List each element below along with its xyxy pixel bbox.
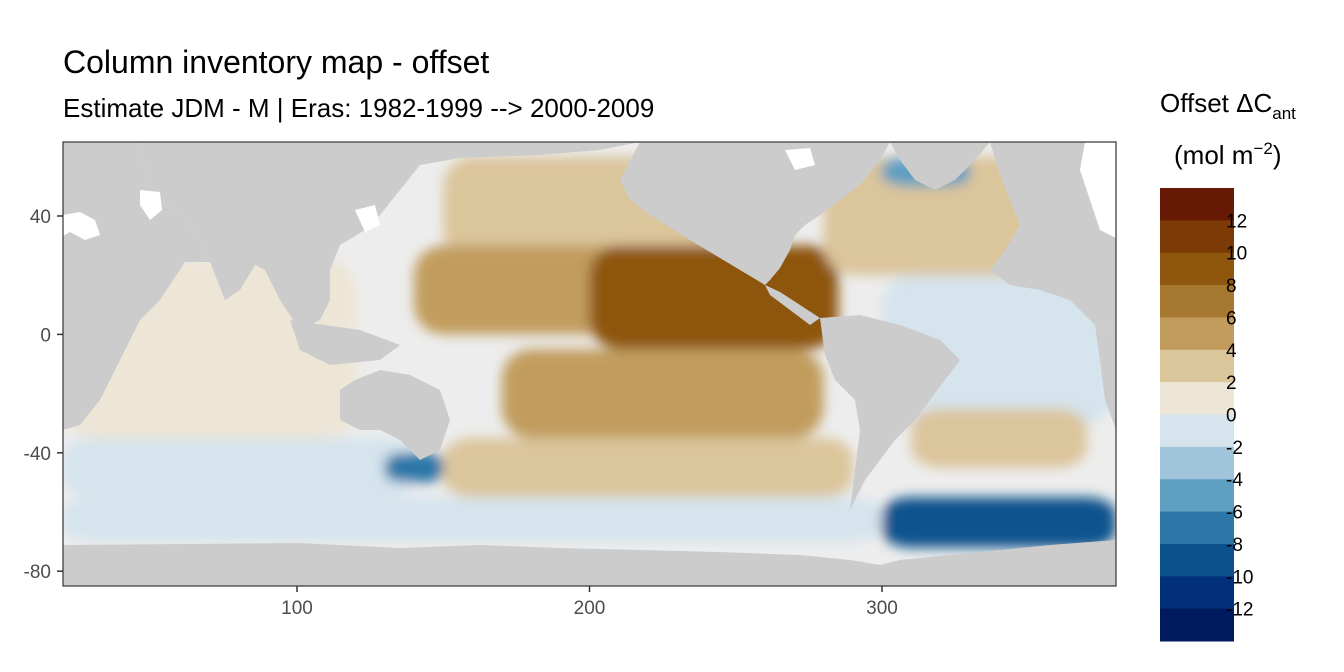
legend-bin: [1160, 220, 1234, 254]
legend-label: 10: [1226, 244, 1247, 265]
map-region: [501, 349, 824, 438]
legend-bin: [1160, 543, 1234, 577]
map-region: [63, 438, 414, 498]
missing-data-patch: [63, 212, 100, 240]
land-maritime-continent: [290, 320, 400, 365]
legend-label: 6: [1226, 308, 1237, 329]
y-tick-label: 40: [30, 207, 51, 228]
legend-bin: [1160, 349, 1234, 383]
missing-data-patch: [1080, 142, 1116, 238]
y-tick-label: -80: [24, 562, 51, 583]
x-tick-label: 200: [574, 598, 606, 619]
legend-title: Offset ΔCant: [1160, 88, 1296, 123]
land-africa: [63, 142, 210, 430]
map-region: [589, 245, 839, 350]
legend-bin: [1160, 479, 1234, 513]
legend-bin: [1160, 188, 1234, 221]
legend-bin: [1160, 414, 1234, 448]
chart-title: Column inventory map - offset: [63, 44, 490, 80]
legend-bin: [1160, 285, 1234, 318]
legend: Offset ΔCant (mol m−2) 12 10 8 6 4 2 0 -2 -4 -6 -8…: [1160, 88, 1296, 642]
map-region: [63, 497, 882, 542]
legend-bin: [1160, 511, 1234, 545]
legend-label: -8: [1226, 535, 1243, 556]
map-region: [384, 452, 444, 483]
land-north-america: [620, 142, 890, 285]
land-africa-east-south: [1095, 325, 1116, 430]
land-central-america: [765, 285, 820, 325]
chart-subtitle: Estimate JDM - M | Eras: 1982-1999 --> 2…: [63, 93, 655, 123]
map-region: [443, 438, 853, 498]
map-region: [882, 275, 1116, 424]
map-region: [911, 408, 1087, 468]
x-tick-label: 300: [866, 598, 898, 619]
y-tick-label: 0: [40, 325, 51, 346]
land-antarctica: [63, 540, 1116, 586]
y-axis: 40 0 -40 -80: [24, 207, 63, 583]
legend-label: -2: [1226, 438, 1243, 459]
land-australia: [340, 370, 450, 460]
legend-label: 8: [1226, 276, 1237, 297]
missing-data-patch: [355, 205, 380, 232]
legend-label: -12: [1226, 600, 1253, 621]
land-asia: [140, 142, 640, 330]
legend-units: (mol m−2): [1174, 139, 1282, 170]
legend-label: 2: [1226, 373, 1237, 394]
legend-bin: [1160, 446, 1234, 480]
legend-label: 12: [1226, 211, 1247, 232]
missing-data-patch: [785, 148, 815, 170]
y-tick-label: -40: [24, 444, 51, 465]
legend-label: 0: [1226, 406, 1237, 427]
land-south-america: [820, 315, 960, 510]
legend-bin: [1160, 252, 1234, 286]
x-axis: 100 200 300: [62, 141, 1117, 619]
legend-label: -6: [1226, 503, 1243, 524]
missing-data-patch: [140, 190, 162, 220]
legend-label: -10: [1226, 567, 1253, 588]
land-europe-africa-east: [990, 142, 1116, 330]
legend-bin: [1160, 382, 1234, 415]
legend-label: -4: [1226, 470, 1243, 491]
x-tick-label: 100: [281, 598, 313, 619]
map-region: [882, 497, 1116, 548]
legend-bin: [1160, 608, 1234, 642]
legend-bin: [1160, 576, 1234, 610]
legend-bin: [1160, 317, 1234, 351]
legend-label: 4: [1226, 341, 1237, 362]
land-greenland: [890, 142, 990, 190]
panel-border: [62, 141, 1117, 587]
